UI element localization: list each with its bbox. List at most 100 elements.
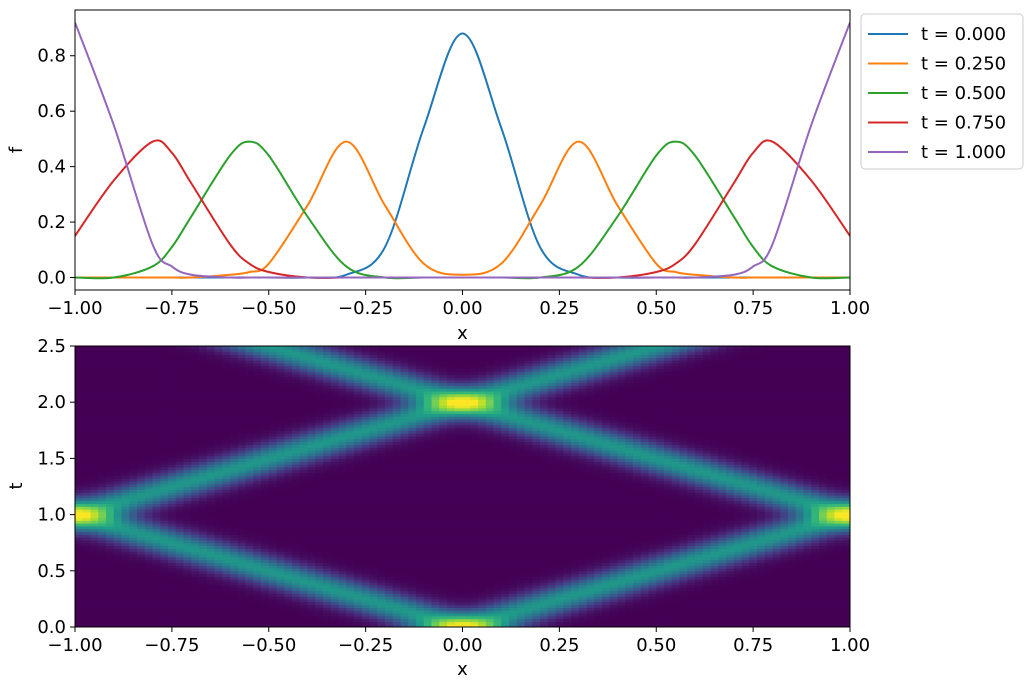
heatmap-cell <box>214 610 223 614</box>
heatmap-cell <box>803 570 812 575</box>
heatmap-cell <box>261 523 270 527</box>
heatmap-cell <box>842 615 850 620</box>
heatmap-cell <box>152 537 161 541</box>
heatmap-cell <box>299 497 309 502</box>
heatmap-cell <box>834 618 843 622</box>
heatmap-cell <box>175 531 185 535</box>
heatmap-cell <box>772 618 781 622</box>
heatmap-cell <box>718 573 727 578</box>
heatmap-cell <box>400 551 409 555</box>
heatmap-cell <box>175 486 185 490</box>
heatmap-cell <box>726 621 735 625</box>
heatmap-cell <box>268 567 278 572</box>
heatmap-cell <box>261 615 270 620</box>
heatmap-cell <box>780 503 789 507</box>
heatmap-cell <box>385 492 394 496</box>
heatmap-cell <box>671 610 681 614</box>
heatmap-cell <box>191 562 200 566</box>
heatmap-cell <box>819 514 828 519</box>
heatmap-cell <box>268 542 278 547</box>
heatmap-cell <box>199 489 208 493</box>
heatmap-cell <box>392 503 402 507</box>
heatmap-cell <box>90 537 99 541</box>
heatmap-cell <box>408 508 417 513</box>
heatmap-cell <box>679 556 688 561</box>
heatmap-cell <box>594 497 603 502</box>
heatmap-cell <box>609 542 619 547</box>
heatmap-cell <box>757 596 766 600</box>
heatmap-cell <box>741 579 750 583</box>
heatmap-cell <box>113 545 123 549</box>
heatmap-cell <box>749 525 758 530</box>
heatmap-cell <box>757 520 766 524</box>
heatmap-cell <box>152 556 161 561</box>
heatmap-cell <box>121 520 130 524</box>
heatmap-cell <box>795 551 805 555</box>
heatmap-cell <box>385 612 394 617</box>
heatmap-cell <box>594 551 603 555</box>
heatmap-cell <box>602 607 611 611</box>
heatmap-cell <box>439 559 448 563</box>
heatmap-cell <box>129 565 138 569</box>
heatmap-cell <box>710 542 719 547</box>
heatmap-cell <box>478 590 487 594</box>
heatmap-cell <box>571 573 580 578</box>
heatmap-cell <box>447 562 456 566</box>
heatmap-cell <box>268 508 278 513</box>
heatmap-cell <box>175 567 185 572</box>
heatmap-cell <box>276 508 285 513</box>
heatmap-cell <box>819 584 828 589</box>
heatmap-cell <box>780 604 789 608</box>
heatmap-cell <box>338 525 347 530</box>
heatmap-cell <box>702 565 712 569</box>
heatmap-cell <box>718 607 727 611</box>
heatmap-cell <box>385 537 394 541</box>
heatmap-cell <box>501 598 510 603</box>
heatmap-cell <box>230 621 239 625</box>
heatmap-cell <box>408 615 417 620</box>
heatmap-cell <box>656 492 665 496</box>
heatmap-cell <box>423 582 433 586</box>
heatmap-cell <box>175 598 185 603</box>
heatmap-cell <box>664 528 673 533</box>
heatmap-cell <box>323 553 332 558</box>
heatmap-cell <box>408 517 417 521</box>
heatmap-cell <box>284 528 293 533</box>
heatmap-cell <box>834 528 843 533</box>
heatmap-cell <box>710 534 719 538</box>
heatmap-cell <box>160 545 169 549</box>
heatmap-cell <box>470 500 479 504</box>
heatmap-cell <box>199 525 208 530</box>
heatmap-cell <box>764 590 774 594</box>
heatmap-cell <box>129 590 138 594</box>
heatmap-cell <box>222 618 231 622</box>
heatmap-cell <box>842 559 850 563</box>
heatmap-cell <box>315 587 324 592</box>
heatmap-cell <box>788 618 797 622</box>
heatmap-cell <box>106 565 115 569</box>
heatmap-cell <box>718 523 727 527</box>
heatmap-cell <box>795 492 805 496</box>
heatmap-cell <box>555 612 564 617</box>
heatmap-cell <box>764 584 774 589</box>
heatmap-cell <box>726 593 735 597</box>
heatmap-cell <box>788 598 797 603</box>
heatmap-cell <box>245 548 254 552</box>
heatmap-cell <box>695 556 704 561</box>
heatmap-cell <box>276 525 285 530</box>
heatmap-cell <box>106 531 115 535</box>
heatmap-cell <box>423 567 433 572</box>
heatmap-cell <box>90 551 99 555</box>
heatmap-cell <box>532 579 541 583</box>
heatmap-cell <box>702 598 712 603</box>
heatmap-cell <box>183 615 192 620</box>
heatmap-cell <box>261 562 270 566</box>
heatmap-cell <box>354 514 363 519</box>
heatmap-cell <box>137 579 146 583</box>
heatmap-cell <box>323 584 332 589</box>
legend-label-3: t = 0.750 <box>921 113 1006 134</box>
heatmap-cell <box>702 537 712 541</box>
heatmap-cell <box>819 506 828 510</box>
heatmap-cell <box>509 511 518 516</box>
heatmap-cell <box>454 598 464 603</box>
